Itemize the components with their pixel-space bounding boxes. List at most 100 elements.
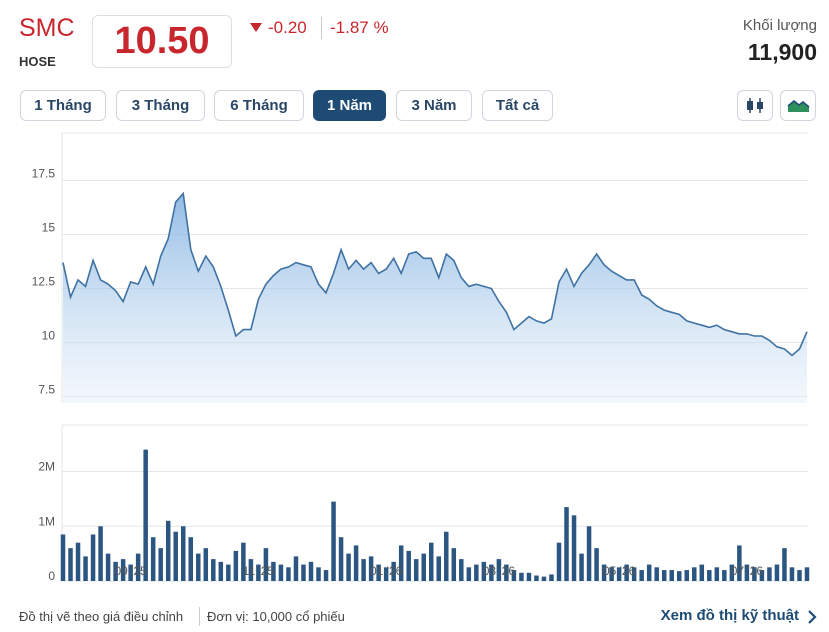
range-button[interactable]: 1 Năm bbox=[313, 90, 386, 121]
range-button[interactable]: 3 Tháng bbox=[116, 90, 205, 121]
volume-bar bbox=[241, 542, 246, 581]
volume-bar bbox=[526, 572, 532, 581]
exchange: HOSE bbox=[19, 54, 56, 69]
volume-bar bbox=[113, 561, 118, 581]
range-button[interactable]: 1 Tháng bbox=[20, 90, 106, 121]
range-button[interactable]: 3 Năm bbox=[396, 90, 472, 121]
volume-bar bbox=[173, 531, 178, 581]
y-tick-label: 1M bbox=[38, 514, 55, 528]
volume-bar bbox=[549, 574, 554, 581]
volume-bar bbox=[120, 559, 126, 581]
x-tick-label: 03 '26 bbox=[483, 564, 516, 578]
volume-bar bbox=[338, 537, 344, 581]
volume-bar bbox=[631, 567, 637, 581]
volume-bar bbox=[248, 559, 254, 581]
volume-bar bbox=[556, 542, 562, 581]
volume-bar bbox=[722, 570, 727, 581]
down-arrow bbox=[250, 23, 262, 32]
volume-bar bbox=[436, 556, 442, 581]
volume-bar bbox=[180, 526, 186, 581]
y-tick-label: 17.5 bbox=[32, 167, 56, 181]
volume-bar bbox=[511, 570, 517, 581]
volume-bar bbox=[188, 537, 194, 581]
volume-bar bbox=[586, 526, 592, 581]
volume: 11,900 bbox=[747, 39, 817, 65]
volume-bar bbox=[789, 567, 795, 581]
volume-bar bbox=[271, 561, 276, 581]
change: -0.20 bbox=[268, 18, 307, 37]
volume-bar bbox=[737, 545, 742, 581]
volume-bar bbox=[143, 449, 148, 581]
volume-bar bbox=[489, 564, 494, 581]
volume-bar bbox=[759, 570, 765, 581]
volume-label: Khối lượng bbox=[742, 17, 817, 34]
volume-bar bbox=[481, 561, 487, 581]
separator bbox=[321, 17, 322, 39]
volume-bar bbox=[383, 567, 389, 581]
volume-bar bbox=[661, 570, 667, 581]
volume-bar bbox=[699, 564, 705, 581]
volume-bar bbox=[301, 564, 306, 581]
technical-link[interactable]: Xem đồ thị kỹ thuật bbox=[660, 607, 799, 624]
volume-bar bbox=[233, 550, 239, 581]
volume-bar bbox=[196, 553, 201, 581]
volume-bar bbox=[406, 550, 411, 581]
volume-bar bbox=[211, 559, 216, 581]
candle-icon[interactable] bbox=[737, 90, 773, 121]
volume-bar bbox=[519, 572, 524, 581]
y-tick-label: 7.5 bbox=[38, 383, 55, 397]
volume-bar bbox=[165, 520, 171, 581]
y-tick-label: 0 bbox=[48, 569, 55, 583]
area-fill bbox=[63, 193, 807, 403]
volume-bar bbox=[421, 553, 426, 581]
range-button[interactable]: 6 Tháng bbox=[214, 90, 304, 121]
volume-bar bbox=[571, 515, 577, 581]
volume-bar bbox=[496, 559, 502, 581]
volume-bar bbox=[744, 564, 750, 581]
volume-bar bbox=[413, 559, 419, 581]
volume-bar bbox=[361, 559, 366, 581]
volume-bar bbox=[98, 526, 103, 581]
chevron[interactable] bbox=[806, 609, 818, 625]
volume-bar bbox=[459, 559, 464, 581]
y-tick-label: 12.5 bbox=[32, 275, 56, 289]
volume-bar bbox=[444, 531, 449, 581]
volume-bar bbox=[150, 537, 156, 581]
volume-bar bbox=[83, 556, 88, 581]
volume-bar bbox=[534, 575, 539, 581]
volume-bar bbox=[376, 564, 381, 581]
x-tick-label: 11 '25 bbox=[243, 564, 275, 578]
volume-bar bbox=[68, 548, 73, 581]
volume-bar bbox=[676, 571, 682, 581]
volume-bar bbox=[451, 548, 457, 581]
volume-bar bbox=[774, 564, 780, 581]
footer-unit: Đơn vị: 10,000 cổ phiếu bbox=[207, 609, 345, 624]
volume-bar bbox=[684, 570, 690, 581]
volume-bar bbox=[579, 553, 584, 581]
volume-bar bbox=[601, 564, 607, 581]
volume-bar bbox=[616, 567, 622, 581]
volume-bar bbox=[474, 564, 479, 581]
price-line bbox=[62, 191, 808, 357]
volume-bar bbox=[60, 534, 66, 581]
volume-bar bbox=[398, 545, 404, 581]
range-button[interactable]: Tất cả bbox=[482, 90, 553, 121]
volume-bar bbox=[692, 567, 697, 581]
volume-bar bbox=[293, 556, 299, 581]
volume-bar bbox=[639, 570, 644, 581]
volume-bar bbox=[203, 548, 209, 581]
area-glyph bbox=[787, 100, 810, 112]
volume-bar bbox=[714, 567, 720, 581]
price: 10.50 bbox=[92, 15, 232, 68]
volume-bar bbox=[624, 564, 629, 581]
volume-bar bbox=[729, 564, 735, 581]
volume-bar bbox=[804, 567, 810, 581]
volume-bar bbox=[466, 567, 472, 581]
area-icon[interactable] bbox=[780, 90, 816, 121]
volume-bar bbox=[135, 553, 141, 581]
volume-bar bbox=[654, 567, 659, 581]
y-tick-label: 10 bbox=[42, 329, 56, 343]
volume-bar bbox=[316, 567, 321, 581]
volume-bar bbox=[752, 567, 757, 581]
x-tick-label: 01 '26 bbox=[370, 564, 403, 578]
